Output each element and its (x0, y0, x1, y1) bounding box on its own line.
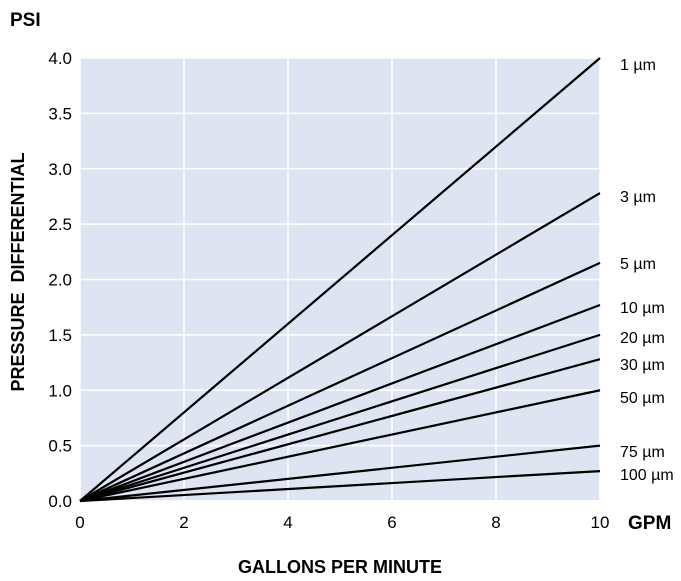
grid (79, 57, 601, 502)
series-line (79, 469, 601, 503)
series-line (79, 389, 601, 503)
y-tick-label: 2.0 (48, 271, 72, 290)
series-label: 75 µm (620, 444, 665, 461)
y-tick-label: 3.0 (48, 160, 72, 179)
series-line (79, 444, 601, 503)
series-lines (79, 57, 601, 503)
series-line (79, 358, 601, 503)
series-label: 3 µm (620, 189, 656, 206)
y-unit-label: PSI (10, 10, 41, 31)
x-tick-label: 6 (387, 513, 396, 532)
y-tick-label: 1.0 (48, 381, 72, 400)
y-tick-label: 0.0 (48, 492, 72, 511)
series-line (79, 57, 601, 502)
x-tick-label: 4 (283, 513, 292, 532)
y-tick-label: 0.5 (48, 437, 72, 456)
series-line (79, 303, 601, 503)
series-label: 100 µm (620, 467, 674, 484)
y-axis-title: PRESSURE DIFFERENTIAL (8, 152, 28, 391)
series-label: 1 µm (620, 57, 656, 74)
series-label: 30 µm (620, 357, 665, 374)
series-label: 50 µm (620, 390, 665, 407)
y-tick-label: 2.5 (48, 215, 72, 234)
y-tick-labels: 0.0 0.5 1.0 1.5 2.0 2.5 3.0 3.5 4.0 (48, 49, 72, 511)
y-tick-label: 1.5 (48, 326, 72, 345)
series-label: 20 µm (620, 330, 665, 347)
x-tick-label: 10 (591, 513, 610, 532)
series-label: 5 µm (620, 256, 656, 273)
y-tick-label: 4.0 (48, 49, 72, 68)
x-tick-label: 2 (179, 513, 188, 532)
x-unit-label: GPM (628, 513, 671, 534)
x-axis-title: GALLONS PER MINUTE (238, 557, 442, 577)
series-line (79, 261, 601, 503)
series-line (79, 333, 601, 503)
y-tick-label: 3.5 (48, 104, 72, 123)
series-labels: 1 µm 3 µm 5 µm 10 µm 20 µm 30 µm 50 µm 75 µm 100… (620, 57, 674, 484)
x-tick-label: 0 (75, 513, 84, 532)
series-line (79, 192, 601, 502)
x-tick-label: 8 (491, 513, 500, 532)
series-label: 10 µm (620, 300, 665, 317)
x-tick-labels: 0 2 4 6 8 10 (75, 513, 609, 532)
